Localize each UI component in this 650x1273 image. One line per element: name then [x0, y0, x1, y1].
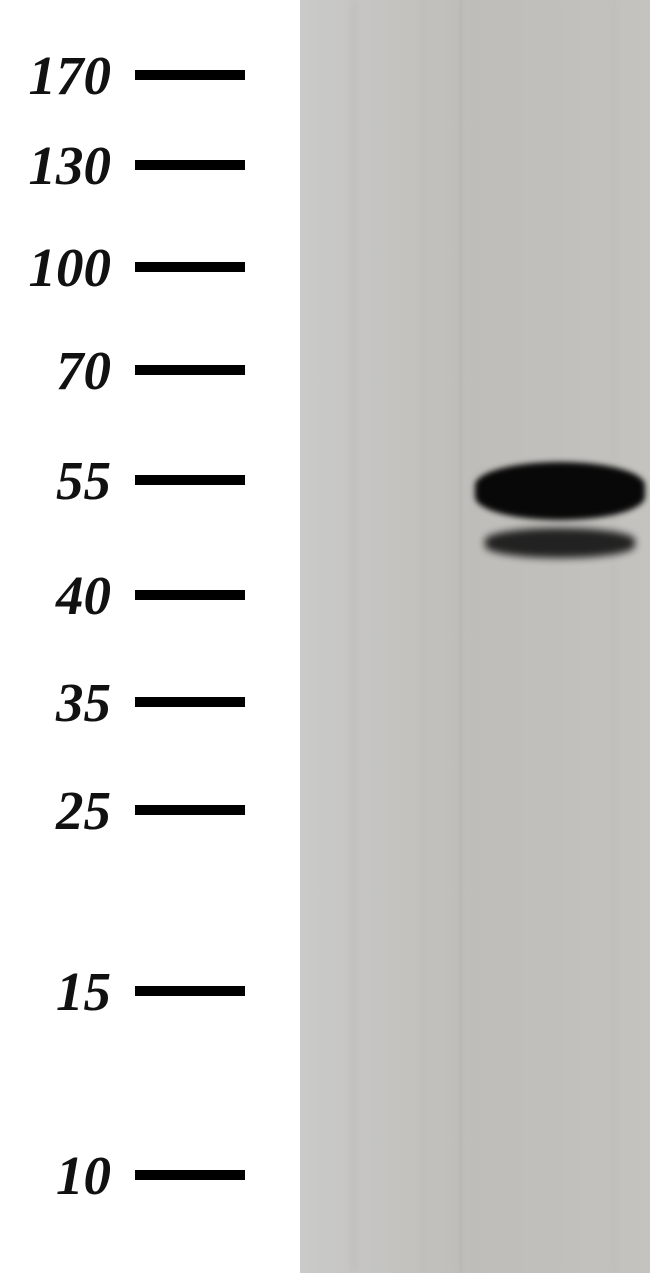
mw-marker-tick	[135, 70, 245, 80]
mw-marker-label: 25	[0, 783, 135, 838]
mw-marker-40: 40	[0, 568, 300, 623]
protein-band-2	[485, 528, 635, 558]
mw-marker-70: 70	[0, 343, 300, 398]
molecular-weight-ladder: 170 130 100 70 55 40 35 25 15 10	[0, 0, 300, 1273]
membrane-streak	[550, 0, 560, 1273]
mw-marker-tick	[135, 590, 245, 600]
mw-marker-label: 130	[0, 138, 135, 193]
mw-marker-25: 25	[0, 783, 300, 838]
lane-divider	[460, 0, 462, 1273]
mw-marker-tick	[135, 986, 245, 996]
western-blot-membrane	[300, 0, 650, 1273]
mw-marker-tick	[135, 365, 245, 375]
mw-marker-tick	[135, 697, 245, 707]
membrane-streak	[350, 0, 358, 1273]
mw-marker-label: 15	[0, 964, 135, 1019]
mw-marker-100: 100	[0, 240, 300, 295]
mw-marker-tick	[135, 475, 245, 485]
mw-marker-label: 170	[0, 48, 135, 103]
mw-marker-label: 40	[0, 568, 135, 623]
mw-marker-label: 55	[0, 453, 135, 508]
mw-marker-label: 70	[0, 343, 135, 398]
mw-marker-130: 130	[0, 138, 300, 193]
mw-marker-15: 15	[0, 964, 300, 1019]
mw-marker-label: 35	[0, 675, 135, 730]
mw-marker-label: 10	[0, 1148, 135, 1203]
mw-marker-55: 55	[0, 453, 300, 508]
mw-marker-tick	[135, 805, 245, 815]
mw-marker-35: 35	[0, 675, 300, 730]
mw-marker-label: 100	[0, 240, 135, 295]
mw-marker-tick	[135, 1170, 245, 1180]
mw-marker-170: 170	[0, 48, 300, 103]
protein-band-1	[475, 462, 645, 520]
membrane-streak	[610, 0, 618, 1273]
mw-marker-tick	[135, 262, 245, 272]
membrane-streak	[420, 0, 426, 1273]
mw-marker-10: 10	[0, 1148, 300, 1203]
mw-marker-tick	[135, 160, 245, 170]
